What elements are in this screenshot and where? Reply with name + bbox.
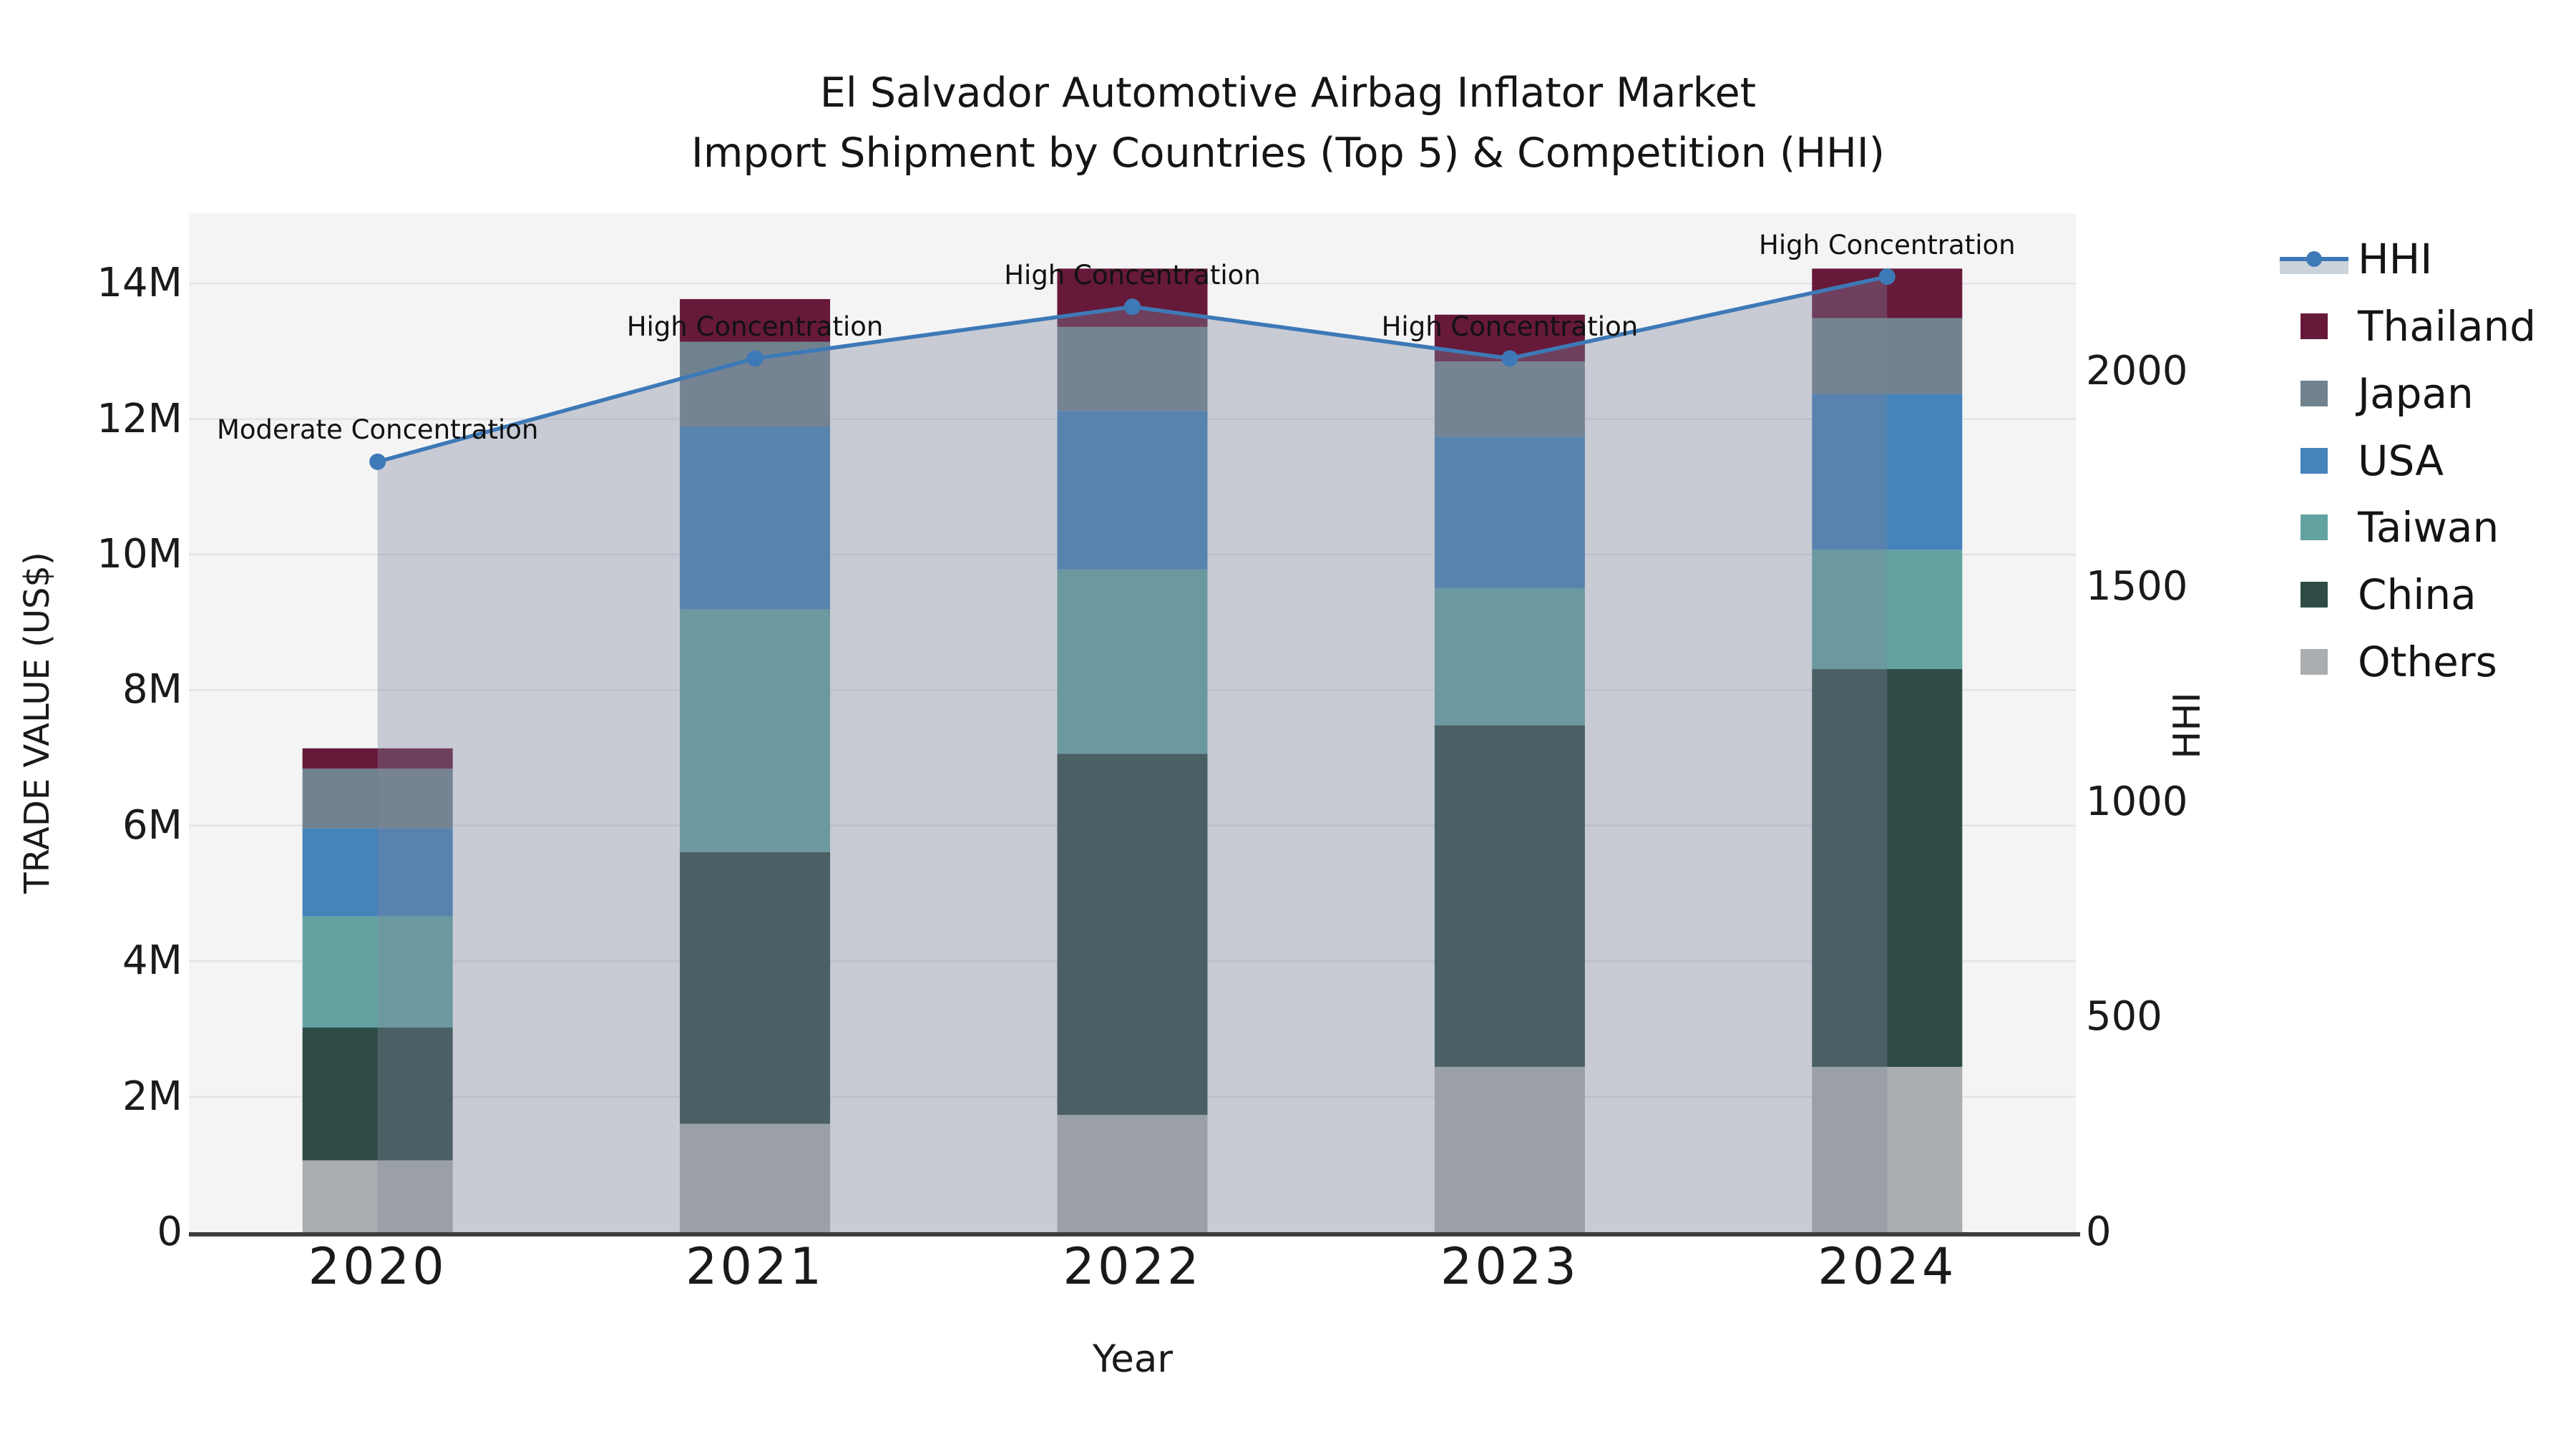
hhi-tick-label-1000: 1000	[2086, 778, 2188, 825]
legend-label-taiwan: Taiwan	[2358, 503, 2499, 552]
x-tick-label-2023: 2023	[1440, 1237, 1579, 1296]
x-axis-title: Year	[1092, 1337, 1174, 1381]
legend-label-usa: USA	[2358, 436, 2444, 485]
legend-swatch-japan	[2301, 381, 2328, 406]
bar-segment-japan-2020	[302, 769, 453, 829]
bar-segment-taiwan-2023	[1434, 588, 1585, 726]
bar-segment-china-2024	[1812, 669, 1963, 1067]
hhi-tick-label-1500: 1500	[2086, 562, 2188, 610]
hhi-tick-label-2000: 2000	[2086, 348, 2188, 394]
bar-segment-japan-2022	[1057, 326, 1208, 411]
y-tick-label-2M: 2M	[122, 1073, 182, 1120]
bar-segment-china-2021	[680, 852, 831, 1124]
hhi-marker-2023	[1501, 350, 1518, 367]
legend-hhi-marker-icon	[2306, 251, 2322, 267]
bar-segment-taiwan-2024	[1812, 550, 1963, 670]
bar-segment-china-2022	[1057, 753, 1208, 1116]
y-axis-title-right: HHI	[2166, 692, 2209, 759]
bar-segment-china-2020	[302, 1028, 453, 1161]
bar-segment-usa-2021	[680, 426, 831, 610]
annotation-2024: High Concentration	[1759, 229, 2016, 260]
bar-segment-thailand-2022	[1057, 268, 1208, 327]
hhi-marker-2024	[1878, 268, 1896, 286]
legend-swatch-thailand	[2301, 313, 2328, 339]
bar-segment-others-2024	[1812, 1066, 1963, 1232]
annotation-2021: High Concentration	[626, 311, 884, 342]
legend-label-hhi: HHI	[2358, 235, 2433, 283]
annotation-2022: High Concentration	[1004, 259, 1261, 291]
bar-segment-japan-2024	[1812, 318, 1963, 394]
hhi-marker-2020	[369, 453, 386, 470]
legend-swatch-taiwan	[2301, 514, 2328, 540]
legend-label-china: China	[2358, 570, 2477, 619]
bar-segment-others-2020	[302, 1160, 453, 1232]
legend-swatch-others	[2301, 649, 2328, 675]
hhi-area-fill	[377, 276, 1888, 1232]
legend-label-others: Others	[2358, 638, 2497, 686]
bar-segment-thailand-2021	[680, 298, 831, 342]
y-tick-label-4M: 4M	[122, 937, 182, 985]
y-tick-label-12M: 12M	[97, 395, 182, 442]
bar-segment-usa-2024	[1812, 394, 1963, 550]
bar-segment-others-2022	[1057, 1115, 1208, 1232]
bar-segment-japan-2023	[1434, 361, 1585, 437]
bar-segment-china-2023	[1434, 725, 1585, 1067]
x-tick-label-2024: 2024	[1818, 1237, 1957, 1296]
bar-segment-usa-2022	[1057, 411, 1208, 570]
y-tick-label-8M: 8M	[122, 666, 182, 713]
annotation-2023: High Concentration	[1381, 311, 1639, 342]
hhi-marker-2022	[1124, 298, 1141, 316]
chart-title-line1: El Salvador Automotive Airbag Inflator M…	[819, 69, 1757, 117]
legend-swatch-usa	[2301, 448, 2328, 474]
bar-segment-usa-2023	[1434, 436, 1585, 589]
y-tick-label-0: 0	[157, 1209, 182, 1255]
legend-label-thailand: Thailand	[2358, 302, 2537, 351]
x-tick-label-2022: 2022	[1063, 1237, 1202, 1296]
y-tick-label-6M: 6M	[122, 801, 182, 849]
hhi-tick-label-0: 0	[2086, 1209, 2112, 1255]
annotation-2020: Moderate Concentration	[216, 414, 539, 446]
bar-segment-usa-2020	[302, 828, 453, 917]
bar-segment-others-2023	[1434, 1066, 1585, 1232]
bar-segment-taiwan-2020	[302, 916, 453, 1028]
bar-segment-taiwan-2022	[1057, 569, 1208, 754]
hhi-marker-2021	[746, 350, 763, 367]
bar-segment-thailand-2020	[302, 748, 453, 769]
hhi-tick-label-500: 500	[2086, 993, 2162, 1040]
bar-segment-others-2021	[680, 1123, 831, 1232]
bar-segment-taiwan-2021	[680, 609, 831, 852]
y-tick-label-14M: 14M	[97, 260, 182, 307]
x-tick-label-2021: 2021	[686, 1237, 825, 1296]
x-tick-label-2020: 2020	[308, 1237, 447, 1296]
chart-title-line2: Import Shipment by Countries (Top 5) & C…	[691, 130, 1885, 177]
y-tick-label-10M: 10M	[97, 531, 182, 577]
legend-swatch-china	[2301, 582, 2328, 608]
legend-label-japan: Japan	[2358, 369, 2474, 418]
